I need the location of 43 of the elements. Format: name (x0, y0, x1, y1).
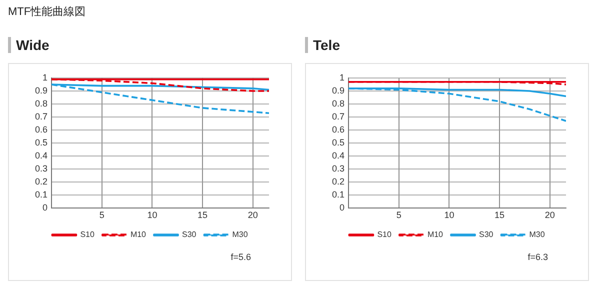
y-tick-label: 0.8 (34, 98, 48, 109)
y-tick-label: 0.4 (34, 150, 48, 161)
y-tick-label: 0.1 (332, 190, 345, 200)
y-tick-label: 0.5 (34, 138, 48, 148)
x-tick-label: 20 (544, 210, 555, 220)
text: f=5.6 (230, 252, 251, 262)
y-tick-label: 0.2 (332, 176, 345, 187)
y-tick-label: 0.5 (332, 138, 345, 148)
x-tick-label: 10 (444, 210, 454, 220)
legend-label: S10 (80, 230, 95, 240)
x-tick-label: 20 (248, 210, 258, 220)
legend-label: S30 (479, 230, 494, 240)
text: f=6.3 (528, 252, 548, 262)
legend-label: S10 (377, 230, 392, 240)
y-tick-label: 0 (42, 202, 48, 213)
y-tick-label: 0 (339, 202, 345, 213)
x-tick-label: 5 (99, 210, 104, 220)
chart-title: Wide (15, 36, 50, 54)
y-tick-label: 0.3 (34, 164, 48, 174)
legend-label: M30 (232, 230, 248, 240)
y-tick-label: 1 (339, 72, 345, 82)
y-tick-label: 0.6 (34, 124, 48, 135)
y-tick-label: 0.9 (34, 86, 48, 96)
chart-subtitle: MTF性能曲線図 (8, 5, 86, 20)
chart-title: Tele (312, 36, 340, 54)
x-tick-label: 5 (396, 210, 402, 220)
x-tick-label: 15 (198, 210, 208, 220)
y-tick-label: 0.9 (332, 86, 345, 96)
y-tick-label: 0.3 (332, 164, 345, 174)
legend-label: M10 (427, 230, 444, 240)
legend-label: M10 (130, 230, 147, 240)
y-tick-label: 1 (42, 72, 48, 82)
y-tick-label: 0.7 (34, 112, 48, 122)
y-tick-label: 0.4 (332, 150, 345, 161)
y-tick-label: 0.2 (34, 176, 48, 187)
legend-label: S30 (182, 230, 197, 240)
y-tick-label: 0.7 (332, 112, 345, 122)
legend-label: M30 (529, 230, 546, 240)
y-tick-label: 0.1 (34, 190, 48, 200)
x-tick-label: 10 (147, 210, 158, 220)
x-tick-label: 15 (494, 210, 505, 220)
y-tick-label: 0.6 (332, 124, 345, 135)
y-tick-label: 0.8 (332, 98, 345, 109)
